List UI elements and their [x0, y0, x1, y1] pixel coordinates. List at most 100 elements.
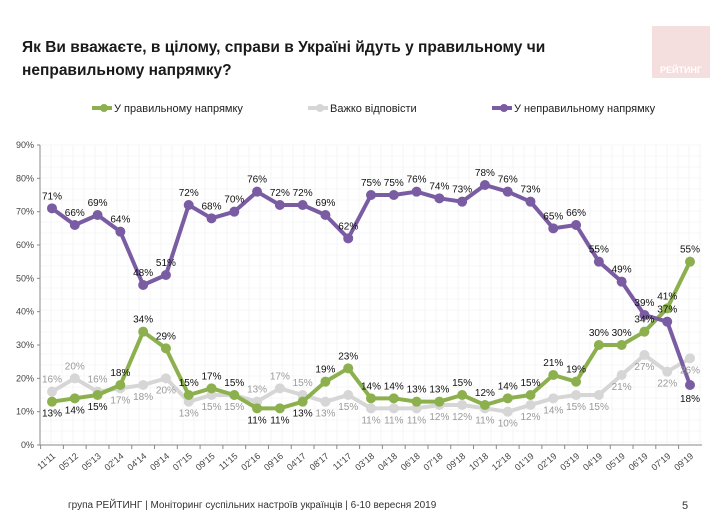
data-point: [115, 226, 126, 237]
data-point: [479, 180, 490, 190]
data-label: 78%: [475, 168, 495, 179]
legend-marker: [500, 104, 508, 112]
data-label: 68%: [201, 201, 221, 212]
data-point: [593, 390, 604, 400]
data-point: [160, 270, 171, 280]
data-point: [662, 316, 673, 327]
data-point: [502, 406, 513, 417]
data-label: 14%: [65, 405, 85, 416]
x-tick-label: 08'17: [308, 451, 331, 473]
y-tick-label: 40%: [16, 307, 34, 317]
data-point: [274, 403, 285, 414]
data-point: [457, 196, 468, 207]
data-label: 17%: [270, 371, 290, 382]
data-point: [571, 376, 582, 387]
data-point: [639, 326, 650, 337]
data-point: [593, 340, 604, 350]
data-label: 15%: [224, 402, 244, 413]
data-label: 15%: [520, 378, 540, 389]
data-point: [138, 280, 149, 290]
data-point: [92, 390, 103, 400]
data-point: [206, 383, 217, 394]
data-point: [457, 400, 468, 410]
data-label: 72%: [179, 188, 199, 199]
data-label: 22%: [657, 379, 677, 390]
data-point: [252, 186, 263, 197]
y-tick-label: 10%: [16, 407, 34, 417]
y-tick-label: 80%: [16, 173, 34, 183]
data-label: 23%: [338, 351, 358, 362]
x-tick-label: 04'17: [285, 451, 308, 473]
data-point: [388, 393, 399, 404]
data-point: [47, 386, 57, 397]
y-tick-label: 0%: [21, 440, 34, 450]
data-point: [571, 390, 582, 400]
data-point: [92, 210, 103, 220]
data-label: 55%: [589, 245, 609, 256]
data-point: [69, 220, 80, 230]
data-label: 21%: [612, 382, 632, 393]
data-label: 16%: [42, 375, 62, 386]
data-label: 26%: [680, 365, 700, 376]
data-label: 73%: [452, 185, 472, 196]
data-label: 18%: [110, 368, 130, 379]
data-label: 65%: [543, 211, 563, 222]
y-tick-label: 70%: [16, 207, 34, 217]
x-tick-label: 11'15: [217, 451, 240, 472]
data-point: [639, 350, 650, 360]
data-point: [297, 200, 308, 210]
data-point: [548, 393, 559, 404]
data-label: 62%: [338, 221, 358, 232]
data-point: [297, 396, 308, 407]
data-point: [206, 213, 217, 224]
data-label: 30%: [612, 328, 632, 339]
data-label: 13%: [247, 385, 267, 396]
data-point: [502, 393, 513, 404]
data-point: [320, 376, 331, 387]
legend-item: У неправильному напрямку: [492, 103, 656, 115]
x-tick-label: 04'14: [125, 451, 148, 473]
data-label: 48%: [133, 268, 153, 279]
x-tick-label: 02'16: [239, 451, 262, 473]
data-point: [479, 400, 490, 410]
x-tick-label: 05'19: [604, 451, 627, 473]
x-tick-label: 09'14: [148, 451, 171, 473]
data-point: [388, 403, 399, 414]
data-label: 14%: [498, 381, 518, 392]
data-label: 18%: [133, 392, 153, 403]
legend-item: У правильному напрямку: [92, 103, 243, 115]
data-point: [616, 340, 627, 350]
data-label: 76%: [407, 175, 427, 186]
x-tick-label: 10'18: [467, 451, 490, 473]
legend-label: У неправильному напрямку: [514, 103, 656, 115]
data-label: 11%: [475, 415, 494, 426]
data-point: [525, 196, 536, 207]
data-point: [366, 403, 376, 414]
y-tick-label: 50%: [16, 273, 34, 283]
x-tick-label: 09'18: [444, 451, 467, 473]
data-point: [252, 403, 263, 414]
data-label: 13%: [179, 409, 199, 420]
legend-label: Важко відповісти: [330, 103, 417, 115]
data-label: 15%: [452, 378, 472, 389]
data-point: [69, 373, 80, 384]
data-point: [343, 363, 354, 374]
data-point: [616, 370, 627, 380]
data-label: 34%: [634, 315, 654, 326]
data-label: 72%: [270, 188, 290, 199]
x-tick-label: 06'18: [399, 451, 422, 473]
x-tick-label: 03'18: [353, 451, 376, 473]
data-label: 37%: [657, 305, 677, 316]
data-point: [229, 390, 240, 400]
chart-title: Як Ви вважаєте, в цілому, справи в Украї…: [22, 39, 546, 79]
x-tick-label: 05'12: [57, 451, 80, 473]
x-tick-label: 01'19: [513, 451, 536, 473]
data-label: 17%: [110, 395, 130, 406]
data-label: 66%: [566, 208, 586, 219]
data-label: 41%: [657, 291, 677, 302]
data-label: 69%: [315, 198, 335, 209]
data-label: 73%: [520, 185, 540, 196]
data-label: 39%: [634, 298, 654, 309]
data-point: [183, 390, 194, 400]
data-point: [366, 190, 376, 200]
